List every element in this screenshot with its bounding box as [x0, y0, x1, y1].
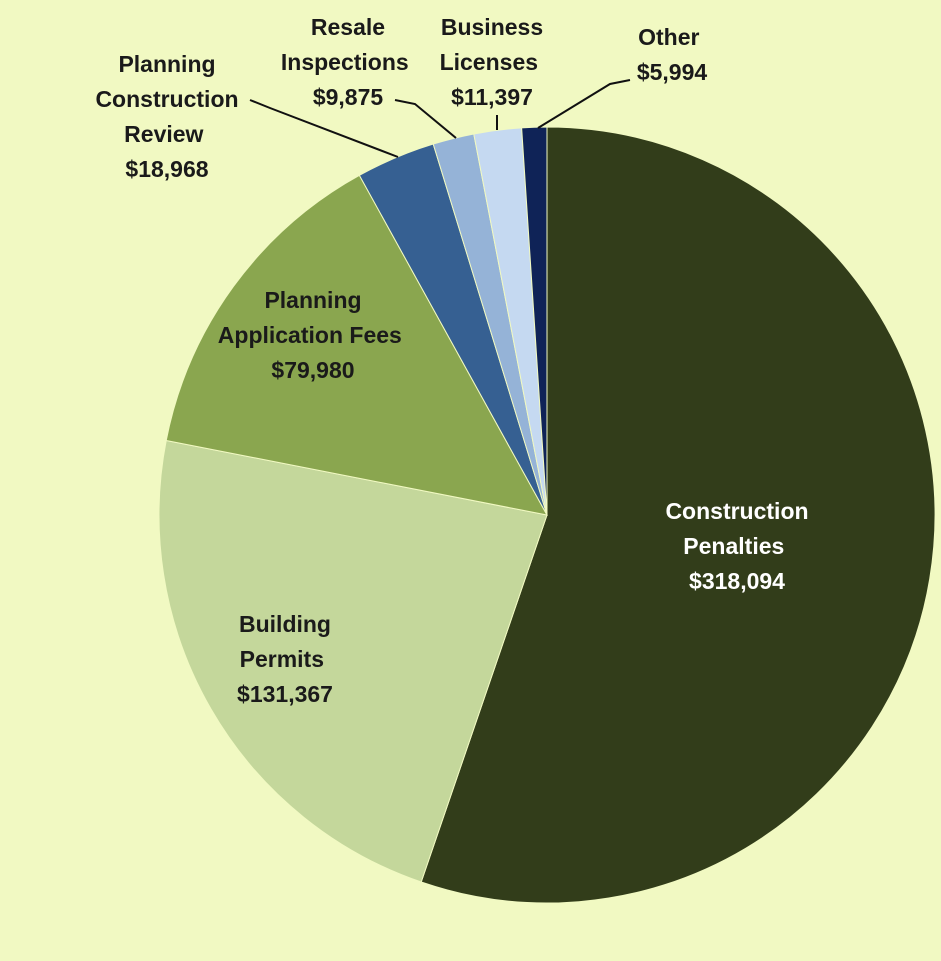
pie-slice: [521, 126, 548, 516]
value-label: $5,994: [636, 59, 708, 85]
leader-line: [394, 99, 457, 139]
leader-line: [537, 79, 631, 129]
category-label: Other: [638, 24, 700, 50]
pie-slice: [165, 174, 548, 516]
category-label: Resale Inspections: [280, 14, 409, 75]
pie-slice: [158, 439, 548, 883]
slice-label: Planning Application Fees $79,980: [213, 283, 413, 388]
slices: [158, 126, 936, 904]
leader-line: [249, 99, 399, 158]
value-label: $318,094: [689, 568, 785, 594]
category-label: Planning Application Fees: [217, 287, 402, 348]
value-label: $79,980: [271, 357, 355, 383]
value-label: $9,875: [312, 84, 384, 110]
pie-slice: [420, 126, 936, 904]
slice-label: Construction Penalties $318,094: [637, 494, 837, 599]
slice-label: Planning Construction Review $18,968: [82, 47, 252, 187]
slice-label: Building Permits $131,367: [210, 607, 360, 712]
slice-label: Resale Inspections $9,875: [273, 10, 423, 115]
category-label: Building Permits: [239, 611, 331, 672]
category-label: Planning Construction Review: [95, 51, 239, 147]
category-label: Construction Penalties: [665, 498, 809, 559]
category-label: Business Licenses: [439, 14, 544, 75]
slice-label: Other $5,994: [607, 20, 737, 90]
slice-label: Business Licenses $11,397: [427, 10, 557, 115]
value-label: $131,367: [237, 681, 333, 707]
leader-lines: [249, 79, 631, 158]
value-label: $11,397: [451, 84, 533, 110]
value-label: $18,968: [125, 156, 209, 182]
